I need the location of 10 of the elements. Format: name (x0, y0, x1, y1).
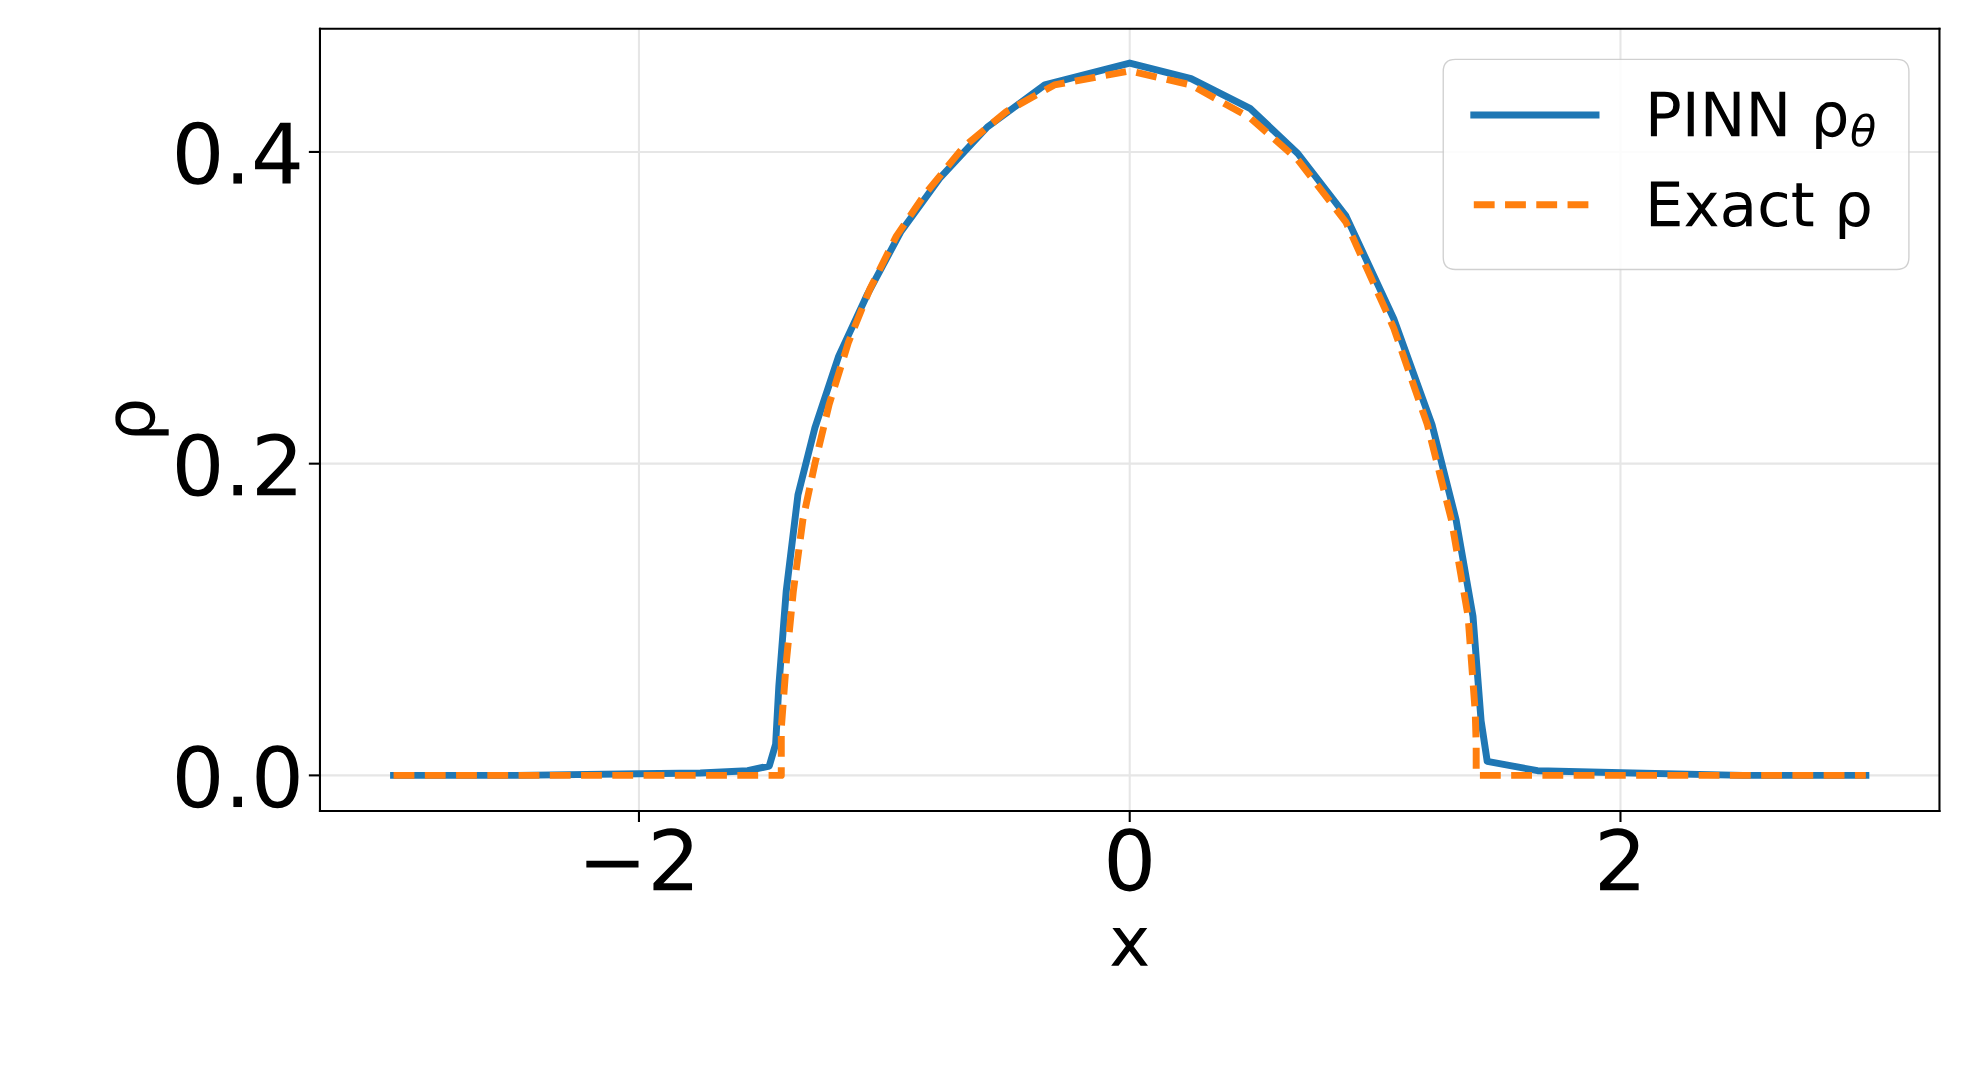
legend-label: PINN ρ$_{θ}$ (1650, 91, 1875, 150)
y-tick-label: 0.2 (176, 433, 296, 497)
x-axis-title: x (1111, 927, 1148, 966)
y-tick-label: 0.4 (176, 121, 300, 185)
x-tick-label: 0 (1108, 828, 1151, 892)
x-tick-label: 2 (1600, 828, 1639, 891)
legend-label: Exact ρ (1650, 181, 1870, 239)
x-tick-label: −2 (586, 828, 693, 891)
y-axis-title: ρ (115, 401, 169, 436)
y-tick-label: 0.0 (176, 745, 299, 809)
